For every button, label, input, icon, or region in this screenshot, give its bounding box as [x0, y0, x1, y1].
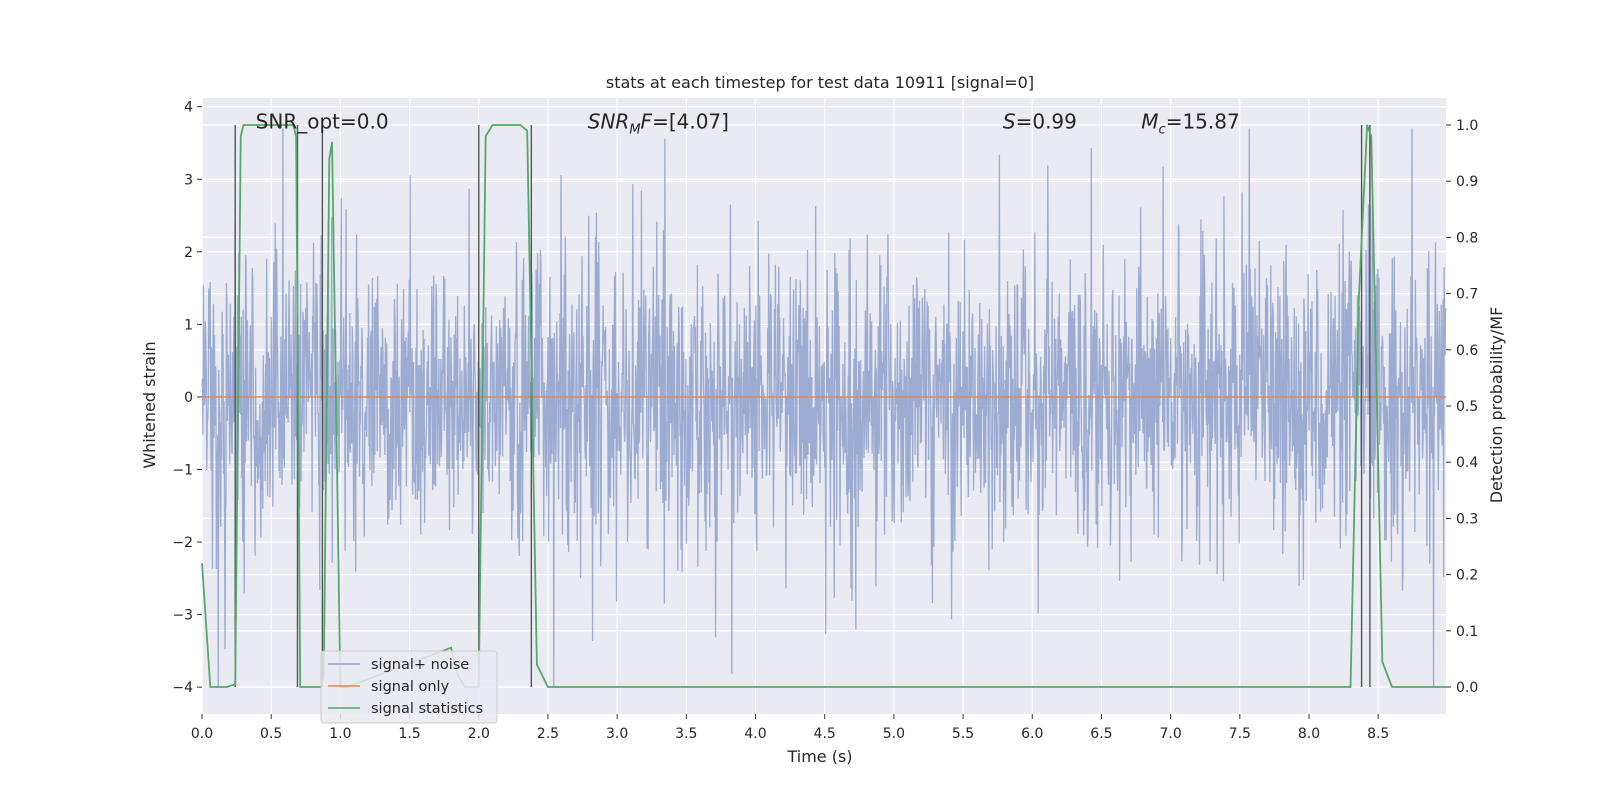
axes-layer: 0.0 0.5 1.0 1.5 2.0 2.5 3.0 3.5 4.0 4.5 5.0 5.5 6.0 6… — [172, 100, 1478, 742]
x-tick-label: 6.0 — [1021, 726, 1043, 742]
y-tick-label: 0 — [184, 390, 193, 406]
x-tick-label: 1.0 — [329, 726, 351, 742]
annotation-text: SNRMF=[4.07] — [588, 110, 729, 138]
y-axis-label: Whitened strain — [140, 341, 159, 468]
x-tick-label: 3.0 — [606, 726, 628, 742]
y2-tick-label: 0.6 — [1456, 343, 1478, 359]
x-tick-label: 0.0 — [191, 726, 213, 742]
y-tick-label: 2 — [184, 245, 193, 261]
legend-frame — [320, 650, 498, 724]
legend: signal+ noise signal only signal statist… — [320, 650, 498, 724]
x-tick-label: 8.5 — [1367, 726, 1389, 742]
x-tick-label: 5.0 — [883, 726, 905, 742]
y2-tick-label: 1.0 — [1456, 118, 1478, 134]
annotation-text: Mc=15.87 — [1141, 110, 1239, 138]
series-signal-noise-line — [201, 128, 1447, 688]
annotation-layer: SNR_opt=0.0 SNRMF=[4.07] S=0.99 Mc=15.87 — [256, 110, 1240, 138]
series-signal-statistics-line — [201, 124, 1446, 688]
noise-layer — [201, 128, 1447, 688]
x-tick-label: 4.0 — [744, 726, 766, 742]
x-tick-label: 3.5 — [675, 726, 697, 742]
y-tick-label: −1 — [172, 462, 193, 478]
y2-tick-label: 0.5 — [1456, 399, 1478, 415]
x-axis-label: Time (s) — [786, 747, 852, 766]
y-tick-label: 1 — [184, 317, 193, 333]
y2-axis-label: Detection probability/MF — [1487, 307, 1506, 504]
y2-tick-label: 0.4 — [1456, 455, 1478, 471]
y2-tick-label: 0.2 — [1456, 568, 1478, 584]
x-tick-label: 6.5 — [1090, 726, 1112, 742]
y2-tick-label: 0.1 — [1456, 624, 1478, 640]
chart-title: stats at each timestep for test data 109… — [606, 73, 1034, 92]
legend-label-signal: signal only — [371, 679, 450, 695]
y2-tick-label: 0.8 — [1456, 230, 1478, 246]
x-tick-label: 8.0 — [1298, 726, 1320, 742]
y2-tick-label: 0.3 — [1456, 511, 1478, 527]
y2-tick-label: 0.9 — [1456, 174, 1478, 190]
x-tick-label: 0.5 — [260, 726, 282, 742]
y2-tick-label: 0.0 — [1456, 680, 1478, 696]
y-tick-label: −3 — [172, 608, 193, 624]
x-tick-label: 2.5 — [537, 726, 559, 742]
annotation-text: S=0.99 — [1003, 110, 1077, 134]
x-tick-label: 7.5 — [1229, 726, 1251, 742]
x-tick-label: 7.0 — [1159, 726, 1181, 742]
y-tick-label: 3 — [184, 172, 193, 188]
annotation-text: SNR_opt=0.0 — [256, 110, 389, 134]
y2-tick-label: 0.7 — [1456, 287, 1478, 303]
x-tick-label: 1.5 — [398, 726, 420, 742]
x-tick-label: 4.5 — [814, 726, 836, 742]
x-tick-label: 5.5 — [952, 726, 974, 742]
legend-label-stats: signal statistics — [371, 701, 483, 717]
stats-layer — [201, 124, 1446, 688]
y-tick-label: −4 — [172, 680, 193, 696]
y-tick-label: −2 — [172, 535, 193, 551]
x-tick-label: 2.0 — [468, 726, 490, 742]
legend-label-noise: signal+ noise — [371, 657, 469, 673]
y-tick-label: 4 — [184, 100, 193, 116]
